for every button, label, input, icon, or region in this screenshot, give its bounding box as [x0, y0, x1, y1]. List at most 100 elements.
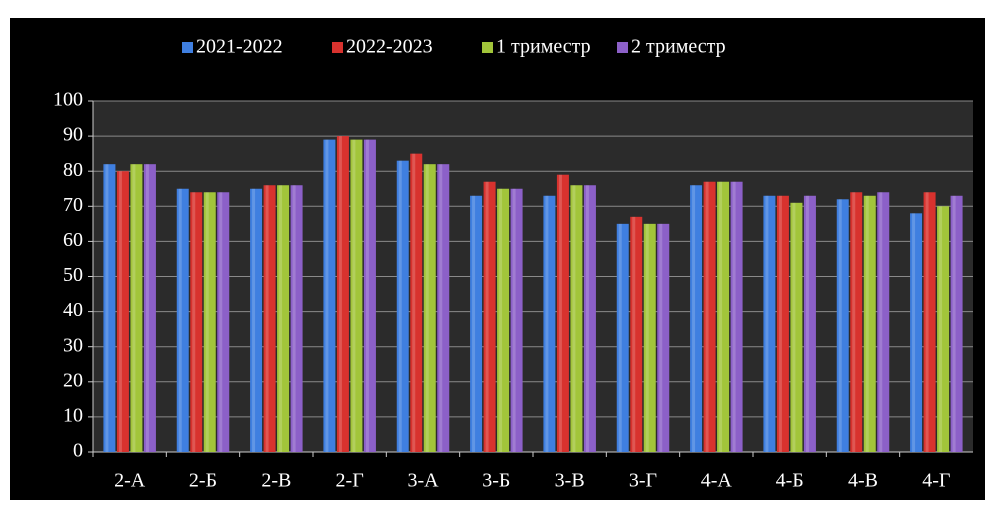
- bar: [263, 185, 276, 453]
- bar-highlight: [692, 185, 696, 453]
- bar: [176, 188, 189, 452]
- bar-highlight: [659, 223, 663, 452]
- bar: [630, 216, 643, 452]
- bar: [776, 195, 789, 452]
- bar-highlight: [585, 185, 589, 453]
- bar-highlight: [192, 192, 196, 452]
- bar: [730, 181, 743, 453]
- bar: [497, 188, 510, 452]
- bar: [217, 192, 230, 452]
- bar: [483, 181, 496, 453]
- bar-highlight: [205, 192, 209, 452]
- y-tick-label: 70: [63, 194, 83, 216]
- bar: [703, 181, 716, 453]
- bar: [850, 192, 863, 452]
- x-tick-label: 4-А: [701, 470, 733, 492]
- bar-highlight: [952, 195, 956, 452]
- bar-highlight: [338, 136, 342, 452]
- bar-highlight: [365, 139, 369, 453]
- bar-highlight: [925, 192, 929, 452]
- bar: [803, 195, 816, 452]
- bar-highlight: [105, 164, 109, 452]
- bar: [437, 164, 450, 452]
- x-tick-label: 3-Б: [482, 470, 510, 492]
- y-tick-label: 50: [63, 264, 83, 286]
- bar-highlight: [178, 188, 182, 452]
- bar-highlight: [572, 185, 576, 453]
- bar: [323, 139, 336, 453]
- bar: [657, 223, 670, 452]
- bar: [350, 139, 363, 453]
- bar-highlight: [145, 164, 149, 452]
- bar-highlight: [265, 185, 269, 453]
- bar: [250, 188, 263, 452]
- bar: [290, 185, 303, 453]
- y-tick-label: 20: [63, 369, 83, 391]
- y-tick-label: 30: [63, 334, 83, 356]
- bar: [910, 213, 923, 452]
- bar: [410, 153, 423, 452]
- bar: [877, 192, 890, 452]
- x-tick-label: 4-В: [848, 470, 878, 492]
- bar: [143, 164, 156, 452]
- bar: [423, 164, 436, 452]
- bar-highlight: [778, 195, 782, 452]
- bar: [643, 223, 656, 452]
- bar: [570, 185, 583, 453]
- bar: [937, 206, 950, 452]
- legend-label: 2 триместр: [631, 36, 726, 58]
- y-tick-label: 10: [63, 404, 83, 426]
- bar-highlight: [412, 153, 416, 452]
- bar-highlight: [879, 192, 883, 452]
- bar: [556, 174, 569, 452]
- bar: [923, 192, 936, 452]
- x-tick-label: 4-Б: [776, 470, 804, 492]
- bar-highlight: [439, 164, 443, 452]
- bar-highlight: [792, 202, 796, 452]
- legend-label: 2022-2023: [346, 36, 433, 58]
- bar: [790, 202, 803, 452]
- bar-highlight: [852, 192, 856, 452]
- bar: [396, 160, 409, 453]
- bar-highlight: [352, 139, 356, 453]
- x-tick-label: 2-А: [114, 470, 146, 492]
- bar-highlight: [632, 216, 636, 452]
- bar: [543, 195, 556, 452]
- bar-highlight: [472, 195, 476, 452]
- bar: [190, 192, 203, 452]
- y-tick-label: 100: [53, 89, 83, 111]
- bar-highlight: [279, 185, 283, 453]
- bar-highlight: [732, 181, 736, 453]
- x-tick-label: 4-Г: [922, 470, 950, 492]
- x-tick-label: 2-В: [261, 470, 291, 492]
- bar-highlight: [485, 181, 489, 453]
- y-tick-label: 90: [63, 124, 83, 146]
- bar-highlight: [325, 139, 329, 453]
- bar-highlight: [132, 164, 136, 452]
- legend-swatch: [482, 42, 493, 53]
- bar-highlight: [425, 164, 429, 452]
- bar-highlight: [645, 223, 649, 452]
- bar-highlight: [499, 188, 503, 452]
- bar-highlight: [865, 195, 869, 452]
- bar-highlight: [398, 160, 402, 453]
- bar-highlight: [705, 181, 709, 453]
- bar: [763, 195, 776, 452]
- x-tick-label: 3-А: [407, 470, 439, 492]
- x-tick-label: 2-Б: [189, 470, 217, 492]
- bar-highlight: [939, 206, 943, 452]
- bar: [336, 136, 349, 452]
- bar: [950, 195, 963, 452]
- legend-label: 1 триместр: [496, 36, 591, 58]
- x-tick-label: 2-Г: [336, 470, 364, 492]
- bar: [130, 164, 143, 452]
- bar: [583, 185, 596, 453]
- bar: [203, 192, 216, 452]
- x-tick-label: 3-В: [555, 470, 585, 492]
- bar: [470, 195, 483, 452]
- bar: [690, 185, 703, 453]
- bar: [863, 195, 876, 452]
- legend-swatch: [332, 42, 343, 53]
